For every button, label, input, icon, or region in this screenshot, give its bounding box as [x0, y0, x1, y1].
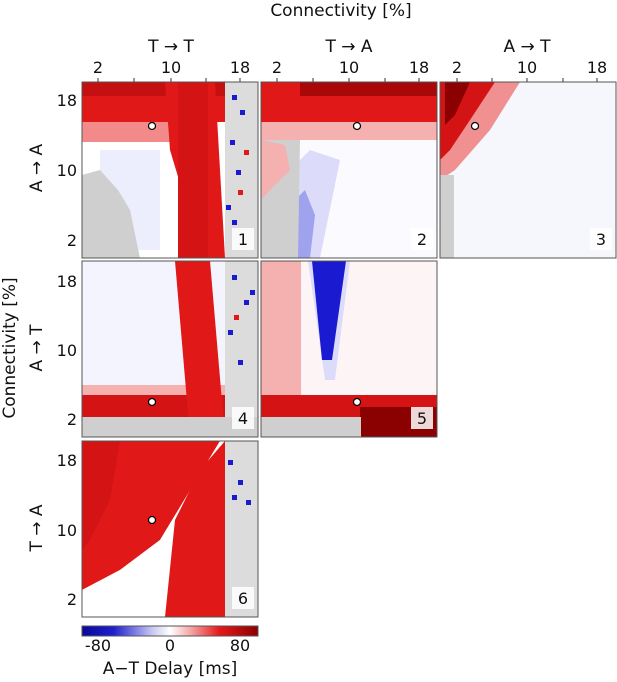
y-ticks-row3: 18 10 2	[57, 451, 77, 609]
x-tick-label: 2	[93, 58, 103, 77]
x-tick-label: 18	[230, 58, 250, 77]
row-label-t-a: T → A	[27, 504, 47, 552]
marker-point-2	[352, 121, 362, 131]
x-ticks-col3: 2 10 18	[452, 58, 607, 77]
y-tick-label: 10	[57, 521, 77, 540]
x-tick-label: 18	[587, 58, 607, 77]
colorbar-tick-label: 0	[165, 636, 175, 655]
y-tick-label: 10	[57, 161, 77, 180]
x-ticks-col1: 2 10 18	[93, 58, 250, 77]
colorbar: -80 0 80 A−T Delay [ms]	[81, 625, 259, 679]
marker-point-6	[147, 515, 157, 525]
row-label-a-t: A → T	[27, 324, 47, 372]
colorbar-tick-label: -80	[85, 636, 111, 655]
colorbar-tick-label: 80	[230, 636, 250, 655]
heatmap-panel-6: 6	[81, 440, 259, 618]
panel-number-2: 2	[417, 230, 427, 249]
heatmap-panel-3: 3	[439, 81, 617, 259]
x-tick-label: 18	[409, 58, 429, 77]
x-tick-label: 10	[517, 58, 537, 77]
y-tick-label: 18	[57, 451, 77, 470]
left-axis-title: Connectivity [%]	[0, 277, 20, 418]
row-label-a-a: A → A	[27, 143, 47, 192]
y-tick-label: 10	[57, 341, 77, 360]
panel-number-3: 3	[596, 230, 606, 249]
panel-number-4: 4	[238, 409, 248, 428]
column-label-t-a: T → A	[324, 37, 372, 57]
marker-point-1	[147, 121, 157, 131]
y-tick-label: 2	[67, 231, 77, 250]
panel-number-5: 5	[417, 409, 427, 428]
heatmap-panel-5: 5	[260, 260, 438, 438]
marker-point-4	[147, 397, 157, 407]
y-tick-label: 18	[57, 91, 77, 110]
top-axis-title: Connectivity [%]	[270, 1, 411, 21]
panel-number-6: 6	[238, 589, 248, 608]
heatmap-panel-2: 2	[260, 81, 438, 259]
y-ticks-row1: 18 10 2	[57, 91, 77, 250]
panel-number-1: 1	[238, 230, 248, 249]
x-tick-marks	[97, 78, 598, 82]
y-tick-label: 18	[57, 272, 77, 291]
x-ticks-col2: 2 10 18	[272, 58, 429, 77]
x-tick-label: 10	[161, 58, 181, 77]
x-tick-label: 2	[452, 58, 462, 77]
y-ticks-row2: 18 10 2	[57, 272, 77, 429]
x-tick-label: 10	[339, 58, 359, 77]
heatmap-panel-4: 4	[81, 260, 259, 438]
column-label-t-t: T → T	[147, 37, 194, 57]
marker-point-5	[352, 397, 362, 407]
y-tick-label: 2	[67, 410, 77, 429]
heatmap-panel-1: 1	[81, 81, 259, 259]
column-label-a-t: A → T	[503, 37, 551, 57]
x-tick-label: 2	[272, 58, 282, 77]
marker-point-3	[470, 121, 480, 131]
colorbar-label: A−T Delay [ms]	[103, 659, 238, 679]
y-tick-label: 2	[67, 590, 77, 609]
